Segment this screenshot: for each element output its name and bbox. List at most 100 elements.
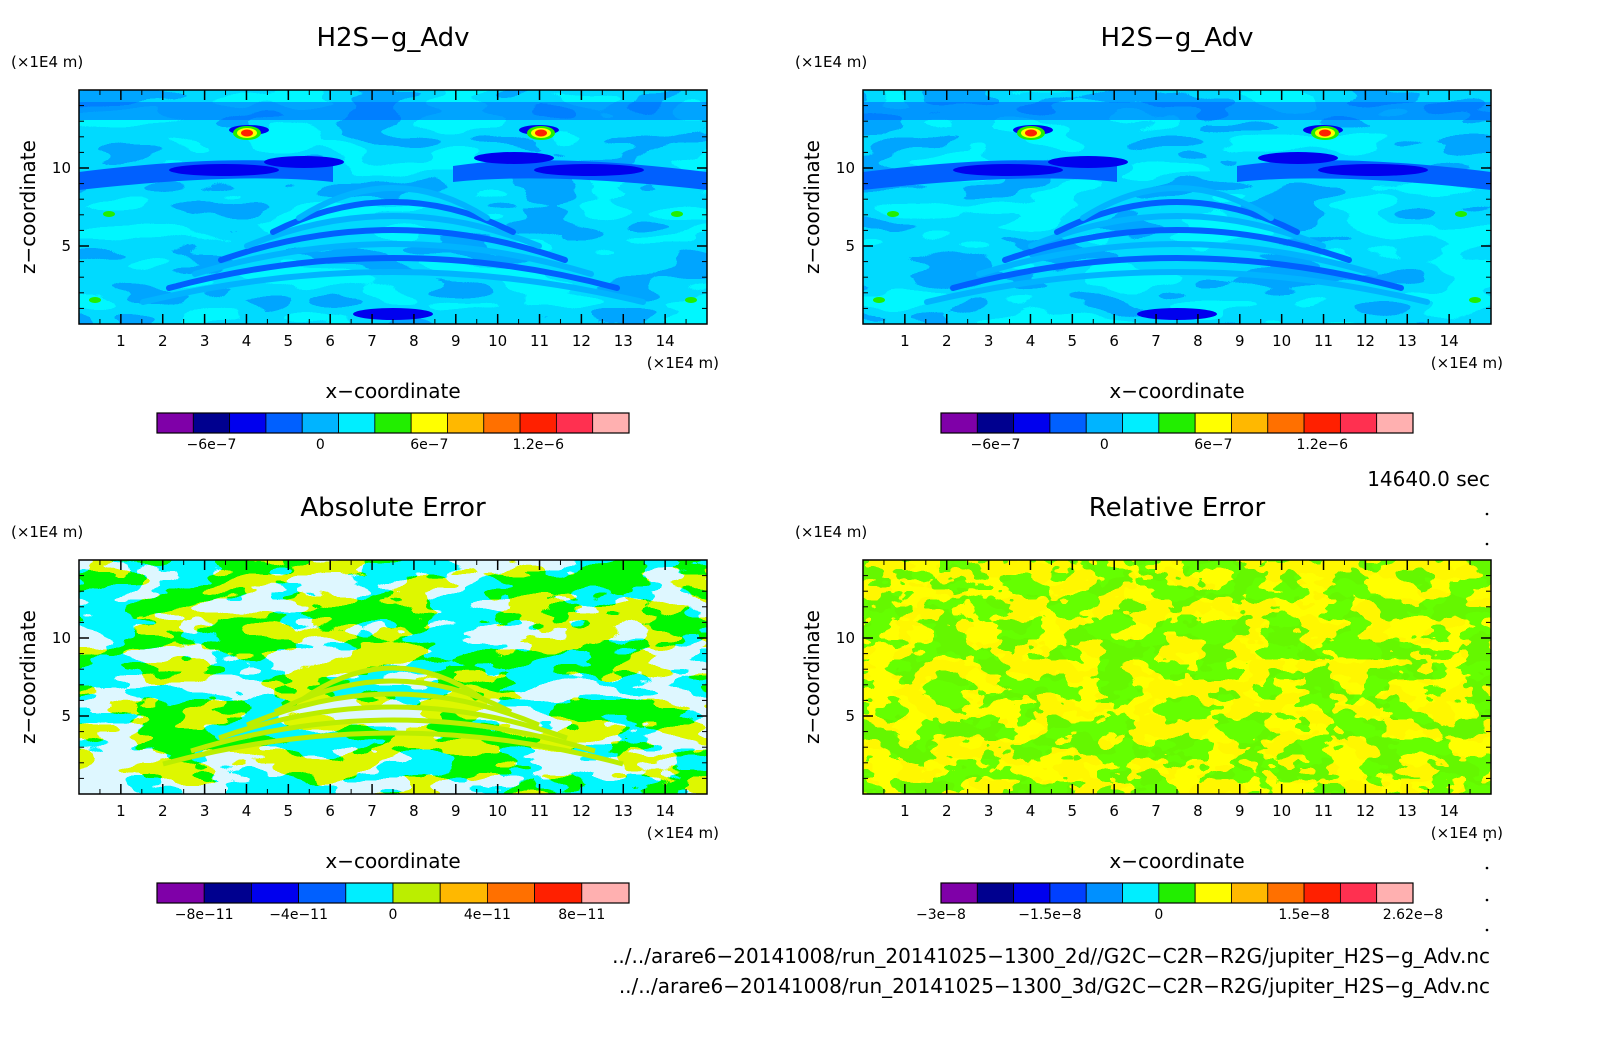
heatmap-arc xyxy=(218,704,568,741)
margin-dot xyxy=(1485,542,1489,546)
colorbar-swatch xyxy=(581,882,630,904)
x-axis-label: x−coordinate xyxy=(325,849,460,873)
x-tick-label: 10 xyxy=(1272,332,1291,350)
chart-panel-3: Relative Error(×1E4 m)1 2 3 4 5 6 7 8 9 10 11 12 13 1… xyxy=(795,493,1503,923)
x-tick-label: 1 xyxy=(116,802,126,820)
heatmap-bands xyxy=(924,185,1430,305)
heatmap-bottom-spot xyxy=(1137,308,1217,320)
y-tick-label: 10 xyxy=(836,629,855,647)
colorbar-swatch xyxy=(519,412,557,434)
colorbar-label: −8e−11 xyxy=(175,907,234,923)
x-tick-label: 14 xyxy=(656,332,675,350)
heatmap-streak xyxy=(953,164,1063,176)
x-tick-label: 4 xyxy=(1026,332,1036,350)
chart-panel-0: H2S−g_Adv(×1E4 m)1 2 3 4 5 6 7 8 9 10 11 12 13 14(×1E… xyxy=(11,23,719,453)
colorbar-frame xyxy=(940,882,1414,904)
chart-title: H2S−g_Adv xyxy=(316,23,469,53)
x-tick-label: 1 xyxy=(900,802,910,820)
chart-panel-1: H2S−g_Adv(×1E4 m)1 2 3 4 5 6 7 8 9 10 11 12 13 14(×1E… xyxy=(795,23,1503,453)
colorbar-label: 4e−11 xyxy=(464,907,511,923)
colorbar-label: −1.5e−8 xyxy=(1018,907,1081,923)
heatmap-arc xyxy=(1080,185,1274,221)
x-tick-label: 11 xyxy=(1314,802,1333,820)
colorbar-label: 0 xyxy=(389,907,398,923)
colorbar-label: 8e−11 xyxy=(558,907,605,923)
x-tick-label: 5 xyxy=(1068,332,1078,350)
colorbar-swatch xyxy=(1122,412,1160,434)
colorbar-swatch xyxy=(1122,882,1160,904)
colorbar-label: 1.2e−6 xyxy=(512,437,564,453)
heatmap-green-spot xyxy=(685,297,697,303)
x-tick-label: 13 xyxy=(614,332,633,350)
x-axis: 1 2 3 4 5 6 7 8 9 10 11 12 13 14(×1E4 m)x−coordinate xyxy=(862,90,1503,403)
colorbar-swatch xyxy=(1158,882,1196,904)
colorbar-swatch xyxy=(1085,412,1123,434)
heatmap-arc xyxy=(218,227,568,263)
heatmap-bottom-spot xyxy=(353,308,433,320)
y-unit-label: (×1E4 m) xyxy=(11,53,83,71)
colorbar-swatch xyxy=(298,882,347,904)
colorbar: −6e−7 0 6e−7 1.2e−6 xyxy=(156,412,630,453)
heatmap-arc xyxy=(976,241,1378,277)
colorbar-swatch xyxy=(1267,412,1305,434)
y-axis: 5 10 z−coordinate xyxy=(16,89,707,325)
colorbar-swatch xyxy=(1339,882,1378,904)
heatmap-arc xyxy=(1054,199,1300,235)
colorbar-swatch xyxy=(156,882,205,904)
colorbar-frame xyxy=(156,412,630,434)
x-tick-label: 3 xyxy=(200,802,210,820)
x-tick-label: 11 xyxy=(1314,332,1333,350)
heatmap-spot-core xyxy=(535,129,547,137)
x-axis: 1 2 3 4 5 6 7 8 9 10 11 12 13 14(×1E4 m)x−coordinate xyxy=(78,560,719,873)
colorbar-swatch xyxy=(1194,412,1232,434)
x-tick-label: 14 xyxy=(1440,332,1459,350)
x-unit-label: (×1E4 m) xyxy=(1431,354,1503,372)
colorbar-label: −3e−8 xyxy=(916,907,966,923)
x-tick-label: 10 xyxy=(488,802,507,820)
x-axis-label: x−coordinate xyxy=(325,379,460,403)
colorbar-swatch xyxy=(338,412,376,434)
colorbar-label: 6e−7 xyxy=(1194,437,1232,453)
colorbar-swatch xyxy=(1376,882,1414,904)
margin-dot xyxy=(1485,866,1489,870)
y-axis-label: z−coordinate xyxy=(16,140,40,274)
heatmap-arc xyxy=(270,199,516,235)
x-tick-label: 13 xyxy=(1398,332,1417,350)
x-tick-label: 10 xyxy=(488,332,507,350)
x-tick-label: 4 xyxy=(242,802,252,820)
colorbar-swatch xyxy=(1158,412,1196,434)
x-tick-label: 6 xyxy=(325,802,335,820)
x-tick-label: 14 xyxy=(1440,802,1459,820)
x-tick-label: 12 xyxy=(572,332,591,350)
chart-title: H2S−g_Adv xyxy=(1100,23,1253,53)
heatmap-arc xyxy=(190,717,596,754)
colorbar-frame xyxy=(156,882,630,904)
heatmap-streak xyxy=(264,156,344,168)
x-tick-label: 13 xyxy=(614,802,633,820)
x-tick-label: 6 xyxy=(1109,332,1119,350)
heatmap-streak xyxy=(534,164,644,176)
colorbar-swatch xyxy=(1267,882,1305,904)
heatmap-top-band xyxy=(79,102,707,120)
colorbar-swatch xyxy=(1303,412,1341,434)
x-axis-label: x−coordinate xyxy=(1109,849,1244,873)
heatmap-bands xyxy=(162,665,624,767)
colorbar-swatch xyxy=(447,412,485,434)
heatmap-streak xyxy=(1318,164,1428,176)
colorbar-swatch xyxy=(486,882,535,904)
y-tick-label: 5 xyxy=(61,237,71,255)
colorbar-swatch xyxy=(940,882,978,904)
heatmap-arc xyxy=(166,255,620,291)
x-unit-label: (×1E4 m) xyxy=(1431,824,1503,842)
x-tick-label: 10 xyxy=(1272,802,1291,820)
x-tick-label: 14 xyxy=(656,802,675,820)
chart-panel-2: Absolute Error(×1E4 m)1 2 3 4 5 6 7 8 9 10 11 12 13 1… xyxy=(11,493,719,923)
time-label: 14640.0 sec xyxy=(1367,467,1490,491)
file-path-1: ../../arare6−20141008/run_20141025−1300_… xyxy=(619,974,1490,998)
x-tick-label: 9 xyxy=(1235,802,1245,820)
heatmap-bands xyxy=(140,185,646,305)
y-axis-label: z−coordinate xyxy=(16,610,40,744)
colorbar-swatch xyxy=(1339,412,1378,434)
x-tick-label: 8 xyxy=(1193,332,1203,350)
